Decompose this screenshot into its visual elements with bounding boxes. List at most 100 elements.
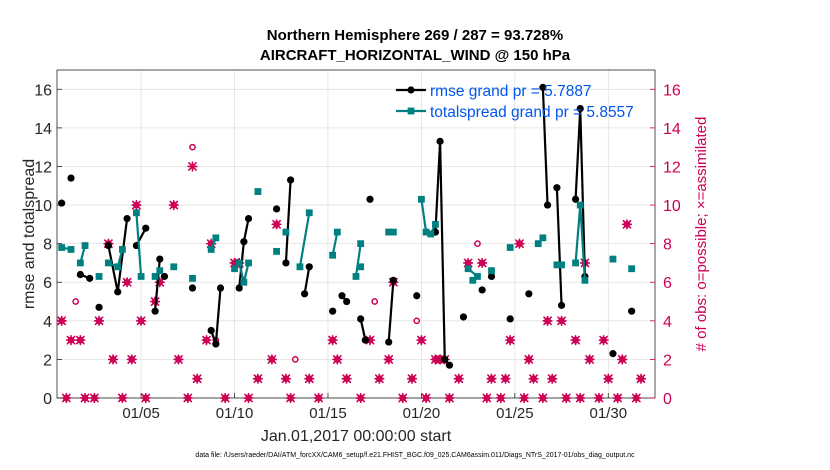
- obs-assimilated-marker: [547, 373, 558, 384]
- rmse-point: [58, 199, 66, 207]
- obs-assimilated-marker: [355, 392, 366, 404]
- x-tick-label: 01/10: [216, 405, 254, 422]
- obs-assimilated-marker: [481, 392, 492, 404]
- obs-assimilated-marker: [252, 373, 264, 384]
- y-tick-label-left: 16: [34, 82, 52, 99]
- y-tick-label-left: 2: [43, 352, 52, 369]
- obs-assimilated-marker: [266, 354, 278, 365]
- totalspread-point: [137, 273, 145, 280]
- totalspread-point: [282, 228, 290, 236]
- chart-title-line1: Northern Hemisphere 269 / 287 = 93.728%: [266, 27, 564, 44]
- obs-assimilated-marker: [556, 315, 567, 326]
- obs-assimilated-marker: [617, 354, 628, 365]
- obs-assimilated-marker: [168, 199, 179, 211]
- totalspread-point: [329, 251, 337, 259]
- totalspread-point: [422, 228, 430, 236]
- rmse-point: [151, 307, 159, 315]
- rmse-point: [609, 350, 617, 358]
- rmse-line: [555, 187, 563, 306]
- y-tick-label-right: 4: [663, 314, 672, 331]
- totalspread-line: [331, 231, 339, 256]
- rmse-point: [114, 288, 122, 296]
- totalspread-point: [231, 265, 238, 273]
- rmse-point: [104, 241, 112, 250]
- totalspread-point: [389, 228, 397, 236]
- y-tick-label-left: 14: [34, 121, 52, 138]
- obs-assimilated-marker: [121, 277, 133, 288]
- rmse-point: [286, 176, 295, 184]
- obs-assimilated-marker: [528, 373, 539, 384]
- totalspread-point: [76, 259, 84, 267]
- obs-assimilated-marker: [201, 334, 212, 346]
- rmse-point: [212, 340, 220, 348]
- obs-assimilated-marker: [519, 392, 530, 404]
- rmse-point: [282, 259, 290, 267]
- obs-assimilated-marker: [603, 373, 614, 384]
- rmse-point: [160, 272, 169, 281]
- obs-assimilated-marker: [135, 315, 147, 326]
- totalspread-point: [273, 247, 280, 255]
- obs-assimilated-marker: [397, 392, 408, 404]
- obs-assimilated-marker: [126, 354, 137, 365]
- y-tick-label-right: 10: [663, 198, 681, 215]
- rmse-point: [553, 184, 561, 192]
- obs-possible-marker: [291, 356, 299, 363]
- totalspread-line: [298, 212, 311, 267]
- totalspread-point: [385, 228, 393, 236]
- x-tick-label: 01/25: [496, 405, 534, 422]
- legend-spread-marker: [407, 107, 415, 115]
- rmse-point: [67, 174, 75, 182]
- y-tick-label-right: 2: [663, 352, 672, 369]
- totalspread-point: [104, 259, 112, 267]
- obs-assimilated-marker: [486, 373, 497, 384]
- obs-assimilated-marker: [598, 334, 609, 346]
- rmse-point: [557, 301, 566, 309]
- obs-assimilated-marker: [173, 354, 184, 365]
- rmse-point: [487, 272, 496, 281]
- totalspread-point: [170, 263, 178, 271]
- y-tick-label-left: 12: [34, 159, 52, 176]
- totalspread-point: [254, 188, 262, 195]
- rmse-point: [506, 315, 514, 323]
- rmse-line: [303, 266, 311, 294]
- totalspread-point: [418, 195, 425, 203]
- x-tick-label: 01/20: [403, 405, 441, 422]
- obs-possible-marker: [72, 298, 80, 305]
- obs-assimilated-marker: [561, 392, 572, 404]
- rmse-line: [541, 87, 549, 206]
- rmse-point: [156, 255, 164, 263]
- rmse-point: [338, 292, 346, 300]
- obs-assimilated-marker: [575, 392, 586, 404]
- x-tick-label: 01/30: [590, 405, 628, 422]
- totalspread-point: [305, 209, 313, 217]
- y-axis-label-right: # of obs: o=possible; ×=assimilated: [693, 117, 710, 352]
- totalspread-point: [576, 201, 584, 209]
- obs-assimilated-marker: [182, 392, 193, 404]
- obs-assimilated-marker: [444, 392, 455, 404]
- y-tick-label-right: 8: [663, 237, 672, 254]
- totalspread-point: [119, 246, 126, 253]
- totalspread-series: [58, 188, 636, 286]
- totalspread-point: [427, 230, 435, 238]
- obs-assimilated-marker: [79, 392, 91, 404]
- x-tick-label: 01/05: [122, 405, 160, 422]
- obs-assimilated-marker: [75, 334, 86, 346]
- obs-assimilated-marker: [416, 334, 427, 346]
- rmse-point: [216, 284, 225, 292]
- rmse-point: [543, 201, 552, 209]
- rmse-point: [240, 238, 248, 246]
- rmse-point: [123, 214, 131, 223]
- legend-rmse-marker: [407, 86, 415, 94]
- rmse-point: [413, 292, 421, 300]
- obs-assimilated-marker: [505, 334, 516, 346]
- rmse-point: [361, 336, 369, 344]
- y-tick-label-right: 14: [663, 121, 681, 138]
- y-tick-label-left: 4: [43, 314, 52, 331]
- obs-assimilated-marker: [383, 354, 394, 365]
- rmse-point: [95, 303, 103, 311]
- obs-assimilated-marker: [220, 392, 231, 404]
- obs-assimilated-marker: [243, 392, 254, 404]
- obs-assimilated-marker: [621, 219, 633, 230]
- totalspread-point: [432, 220, 439, 228]
